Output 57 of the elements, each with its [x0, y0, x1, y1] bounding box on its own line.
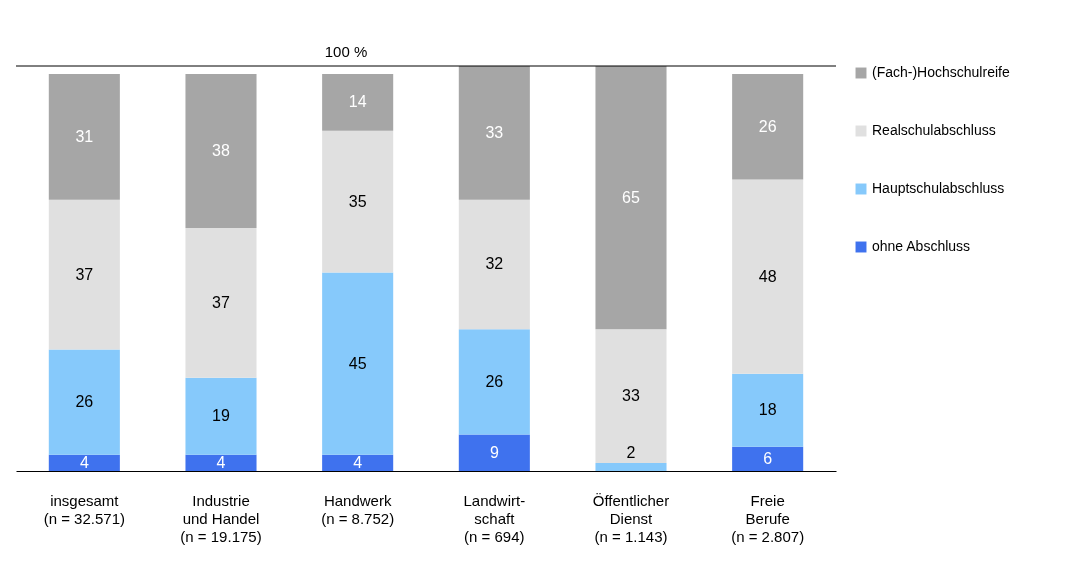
- x-tick-label: Industrie und Handel (n = 19.175): [180, 491, 262, 545]
- data-label: 4: [216, 453, 226, 471]
- bar: [185, 228, 257, 378]
- data-label: 35: [348, 192, 367, 210]
- bar: [322, 272, 394, 455]
- data-label: 9: [489, 443, 499, 461]
- bar: [185, 377, 257, 455]
- legend-label: Hauptschulabschluss: [872, 180, 1005, 196]
- x-tick-label: insgesamt (n = 32.571): [43, 491, 125, 527]
- bar: [458, 329, 530, 435]
- x-tick-label: Öffentlicher Dienst (n = 1.143): [592, 491, 670, 545]
- data-label: 26: [75, 393, 94, 411]
- legend-label: ohne Abschluss: [872, 238, 971, 254]
- data-label: 18: [758, 401, 777, 419]
- bar: [458, 199, 530, 330]
- bar: [458, 66, 530, 200]
- data-label: 31: [75, 127, 94, 145]
- data-label: 14: [348, 93, 367, 111]
- bar: [732, 74, 804, 180]
- data-label: 2: [626, 443, 636, 461]
- data-label: 19: [212, 407, 230, 425]
- legend-label: (Fach-)Hochschulreife: [872, 64, 1010, 80]
- bar: [48, 349, 120, 455]
- bar: [322, 74, 394, 131]
- data-label: 32: [485, 255, 504, 273]
- bar: [458, 434, 530, 471]
- x-tick-label: Handwerk (n = 8.752): [321, 491, 395, 527]
- bar: [732, 373, 804, 447]
- bar: [48, 74, 120, 200]
- x-tick-label: Landwirt- schaft (n = 694): [463, 491, 526, 545]
- bar: [48, 199, 120, 350]
- bar: [732, 446, 804, 471]
- data-label: 38: [212, 142, 230, 160]
- bar: [322, 130, 394, 273]
- bar: [322, 454, 394, 471]
- data-label: 45: [348, 354, 367, 372]
- data-label: 26: [758, 117, 777, 135]
- data-label: 4: [79, 453, 89, 471]
- data-label: 4: [353, 453, 363, 471]
- bar: [732, 179, 804, 374]
- data-label: 26: [485, 372, 504, 390]
- bar: [595, 329, 667, 463]
- bar: [185, 454, 257, 471]
- bar: [595, 462, 667, 471]
- legend-label: Realschulabschluss: [872, 122, 996, 138]
- bar: [48, 454, 120, 471]
- bar: [185, 74, 257, 228]
- data-label: 6: [763, 449, 773, 467]
- data-label: 33: [622, 387, 640, 405]
- data-label: 48: [758, 267, 777, 285]
- x-tick-label: Freie Berufe (n = 2.807): [731, 491, 805, 545]
- ref-line-label: 100 %: [324, 43, 368, 60]
- data-label: 37: [212, 293, 230, 311]
- data-label: 37: [75, 265, 94, 283]
- bar: [595, 66, 667, 330]
- data-label: 65: [622, 188, 640, 206]
- data-label: 33: [485, 123, 504, 141]
